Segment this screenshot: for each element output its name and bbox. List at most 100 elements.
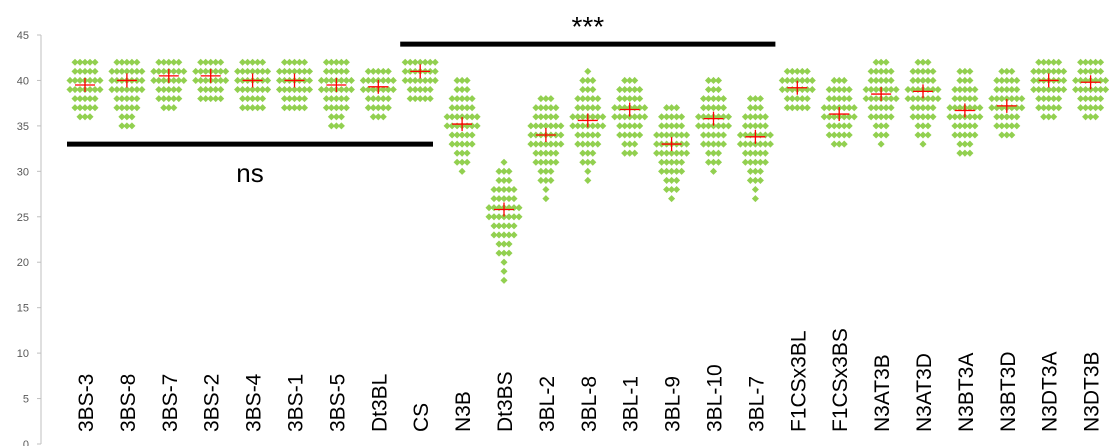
data-point: [138, 76, 146, 84]
data-point: [808, 85, 816, 94]
data-point: [542, 113, 550, 121]
data-point: [793, 67, 801, 75]
data-point: [342, 104, 350, 112]
data-point: [505, 167, 513, 175]
data-point: [170, 104, 178, 112]
data-point: [389, 85, 397, 94]
data-point: [537, 95, 545, 103]
data-points: [66, 58, 1109, 284]
data-point: [956, 131, 964, 139]
data-point: [746, 158, 754, 166]
data-point: [406, 85, 414, 94]
data-point: [133, 85, 141, 94]
data-point: [295, 67, 304, 75]
data-point: [86, 104, 94, 112]
data-point: [830, 122, 838, 130]
data-point: [882, 95, 890, 103]
data-point: [86, 85, 94, 94]
data-point: [295, 95, 304, 103]
data-point: [589, 113, 597, 121]
data-point: [746, 113, 754, 121]
data-point: [736, 140, 744, 148]
data-point: [998, 85, 1006, 94]
data-point: [443, 113, 451, 121]
data-point: [584, 104, 592, 112]
data-point: [537, 149, 545, 157]
data-point: [458, 104, 466, 112]
data-point: [155, 85, 163, 94]
data-point: [621, 76, 629, 84]
data-point: [160, 95, 168, 103]
data-point: [673, 104, 681, 112]
data-point: [542, 122, 550, 130]
significance-annotations: ns ***: [67, 11, 776, 188]
data-point: [290, 58, 299, 66]
data-point: [1077, 58, 1085, 66]
data-point: [406, 58, 414, 66]
data-point: [259, 95, 267, 103]
data-point: [946, 113, 954, 121]
data-point: [165, 85, 173, 94]
data-point: [803, 104, 811, 112]
data-point: [495, 185, 503, 194]
data-point: [453, 149, 461, 157]
data-point: [678, 158, 686, 166]
data-point: [542, 195, 550, 203]
data-point: [91, 76, 99, 84]
data-point: [547, 95, 555, 103]
data-point: [709, 104, 718, 112]
data-point: [914, 122, 922, 130]
data-point: [919, 104, 927, 112]
data-point: [788, 67, 796, 75]
x-category-label: 3BL-9: [662, 376, 685, 432]
data-point: [552, 122, 560, 130]
data-point: [113, 85, 121, 94]
data-point: [594, 95, 602, 103]
data-point: [803, 95, 811, 103]
data-point: [751, 104, 759, 112]
data-point: [463, 149, 471, 157]
data-point: [81, 104, 89, 112]
data-point: [756, 122, 764, 130]
data-point: [663, 185, 671, 194]
y-tick-label: 5: [23, 394, 29, 406]
data-point: [542, 140, 550, 148]
data-point: [202, 95, 210, 103]
data-point: [305, 85, 314, 94]
data-point: [374, 95, 382, 103]
data-point: [547, 113, 555, 121]
data-point: [322, 67, 330, 75]
x-axis-labels: 3BS-3 3BS-8 3BS-7 3BS-2 3BS-4 3BS-1 3BS-5 Dt3BL…: [75, 328, 1104, 432]
data-point: [495, 195, 503, 203]
data-point: [626, 131, 634, 139]
data-point: [719, 122, 728, 130]
data-point: [719, 140, 728, 148]
data-point: [924, 122, 932, 130]
data-point: [909, 104, 917, 112]
data-point: [369, 85, 377, 94]
data-point: [714, 158, 723, 166]
data-point: [290, 104, 299, 112]
data-point: [463, 158, 471, 166]
data-point: [1008, 76, 1016, 84]
data-point: [505, 176, 513, 184]
data-point: [217, 76, 225, 84]
data-point: [798, 76, 806, 84]
data-point: [170, 76, 178, 84]
data-point: [505, 249, 513, 257]
data-point: [751, 95, 759, 103]
data-point: [527, 122, 535, 130]
data-point: [1082, 113, 1090, 121]
data-point: [574, 131, 582, 139]
data-point: [788, 95, 796, 103]
data-point: [552, 104, 560, 112]
data-point: [327, 104, 335, 112]
data-point: [882, 104, 890, 112]
data-point: [658, 149, 666, 157]
data-point: [751, 167, 759, 175]
data-point: [275, 67, 284, 75]
data-point: [280, 85, 289, 94]
data-point: [264, 85, 272, 94]
data-point: [66, 85, 74, 94]
data-point: [914, 67, 922, 75]
